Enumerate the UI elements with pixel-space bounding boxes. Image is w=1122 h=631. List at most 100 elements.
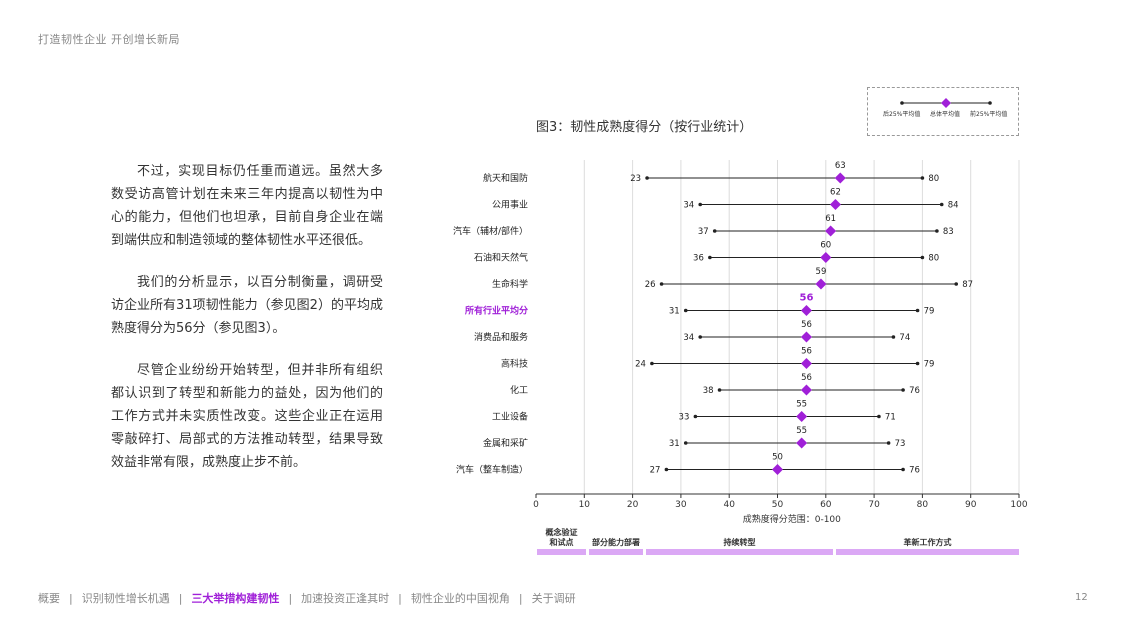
low-value-label-2: 37 bbox=[698, 227, 709, 237]
x-tick-label-9: 90 bbox=[965, 500, 977, 510]
avg-marker-8 bbox=[800, 384, 812, 396]
avg-marker-2 bbox=[825, 225, 837, 237]
high-value-label-2: 83 bbox=[943, 227, 954, 237]
footer-nav-item-1[interactable]: 识别韧性增长机遇 bbox=[81, 592, 170, 605]
low-point-11 bbox=[664, 467, 669, 472]
x-tick-label-7: 70 bbox=[868, 500, 880, 510]
footer-nav-item-3[interactable]: 加速投资正逢其时 bbox=[301, 592, 390, 605]
chart-legend: 后25%平均值 总体平均值 前25%平均值 bbox=[867, 87, 1019, 136]
high-value-label-8: 76 bbox=[909, 386, 920, 396]
category-label-1: 公用事业 bbox=[492, 199, 528, 211]
avg-value-label-8: 56 bbox=[801, 373, 812, 383]
low-value-label-0: 23 bbox=[630, 174, 641, 184]
avg-value-label-11: 50 bbox=[772, 453, 783, 463]
avg-value-label-5: 56 bbox=[800, 293, 814, 304]
high-point-11 bbox=[901, 467, 905, 472]
x-tick-label-6: 60 bbox=[820, 500, 832, 510]
maturity-dot-range-chart: 0 10 20 30 40 50 60 70 80 90 100 成熟度得分范围：0-100 航天和国防… bbox=[453, 160, 1028, 525]
avg-value-label-7: 56 bbox=[801, 347, 812, 357]
low-point-8 bbox=[717, 388, 722, 392]
avg-marker-0 bbox=[834, 172, 846, 184]
low-point-3 bbox=[708, 255, 712, 260]
low-point-10 bbox=[683, 441, 688, 445]
high-value-label-5: 79 bbox=[924, 307, 935, 317]
high-point-10 bbox=[886, 441, 891, 445]
category-label-2: 汽车（辅材/部件） bbox=[453, 225, 528, 237]
category-label-3: 石油和天然气 bbox=[474, 252, 528, 264]
stage-label-0: 概念验证 和试点 bbox=[545, 528, 578, 547]
header-title: 打造韧性企业 开创增长新局 bbox=[38, 33, 180, 46]
x-axis-label: 成熟度得分范围：0-100 bbox=[743, 513, 841, 525]
x-tick-label-10: 100 bbox=[1010, 500, 1027, 510]
avg-value-label-6: 56 bbox=[801, 320, 812, 330]
low-value-label-3: 36 bbox=[693, 254, 704, 264]
high-value-label-10: 73 bbox=[895, 439, 906, 449]
x-tick-label-3: 30 bbox=[675, 500, 687, 510]
footer-nav-separator: | bbox=[288, 592, 293, 605]
category-label-9: 工业设备 bbox=[492, 411, 528, 423]
low-value-label-7: 24 bbox=[635, 360, 646, 370]
high-value-label-3: 80 bbox=[928, 254, 939, 264]
avg-marker-3 bbox=[820, 252, 832, 263]
low-value-label-1: 34 bbox=[683, 201, 694, 211]
avg-marker-1 bbox=[829, 199, 841, 210]
stage-bar-1 bbox=[589, 549, 643, 555]
avg-value-label-0: 63 bbox=[835, 161, 846, 171]
body-paragraph-3: 尽管企业纷纷开始转型，但并非所有组织都认识到了转型和新能力的益处，因为他们的工作… bbox=[111, 363, 383, 470]
footer-nav-separator: | bbox=[398, 592, 402, 605]
low-point-4 bbox=[659, 282, 664, 286]
high-value-label-4: 87 bbox=[962, 280, 973, 290]
footer-nav: 概要 | 识别韧性增长机遇 | 三大举措构建韧性 | 加速投资正逢其时 | 韧性企业的中国视角 |… bbox=[38, 590, 576, 606]
high-point-8 bbox=[901, 388, 905, 392]
footer-nav-separator: | bbox=[518, 592, 523, 605]
body-text: 不过，实现目标仍任重而道远。虽然大多数受访高管计划在未来三年内提高以韧性为中心的… bbox=[111, 160, 383, 493]
footer-nav-item-4[interactable]: 韧性企业的中国视角 bbox=[410, 592, 510, 605]
high-value-label-11: 76 bbox=[909, 466, 920, 476]
high-point-3 bbox=[920, 255, 925, 260]
low-value-label-10: 31 bbox=[669, 439, 680, 449]
body-paragraph-2: 我们的分析显示，以百分制衡量，调研受访企业所有31项韧性能力（参见图2）的平均成… bbox=[111, 275, 383, 336]
high-value-label-1: 84 bbox=[948, 201, 959, 211]
x-tick-label-5: 50 bbox=[772, 500, 784, 510]
category-label-10: 金属和采矿 bbox=[483, 437, 528, 449]
low-point-2 bbox=[712, 229, 717, 233]
low-point-1 bbox=[698, 202, 703, 207]
high-point-1 bbox=[939, 202, 944, 207]
page-number: 12 bbox=[1075, 592, 1088, 603]
low-value-label-8: 38 bbox=[703, 386, 714, 396]
stage-label-2: 持续转型 bbox=[723, 538, 756, 547]
high-point-7 bbox=[915, 361, 920, 366]
avg-marker-6 bbox=[800, 331, 812, 343]
category-label-5: 所有行业平均分 bbox=[465, 305, 528, 317]
footer-nav-separator: | bbox=[178, 592, 183, 605]
body-paragraph-1: 不过，实现目标仍任重而道远。虽然大多数受访高管计划在未来三年内提高以韧性为中心的… bbox=[111, 164, 383, 248]
stage-bar-0 bbox=[537, 549, 586, 555]
x-tick-label-0: 0 bbox=[533, 500, 539, 510]
avg-value-label-2: 61 bbox=[825, 214, 836, 224]
footer-nav-item-2[interactable]: 三大举措构建韧性 bbox=[191, 592, 280, 605]
footer-nav-item-5[interactable]: 关于调研 bbox=[531, 592, 576, 605]
avg-value-label-1: 62 bbox=[830, 188, 841, 198]
high-value-label-7: 79 bbox=[924, 360, 935, 370]
high-value-label-0: 80 bbox=[928, 174, 939, 184]
stage-label-1: 部分能力部署 bbox=[592, 538, 640, 547]
category-label-7: 高科技 bbox=[501, 358, 528, 370]
avg-marker-11 bbox=[772, 464, 783, 475]
footer-nav-item-0[interactable]: 概要 bbox=[38, 592, 60, 605]
legend-marker-graphic bbox=[900, 98, 992, 108]
category-label-6: 消费品和服务 bbox=[474, 331, 528, 343]
high-point-4 bbox=[954, 282, 959, 286]
low-value-label-9: 33 bbox=[679, 413, 690, 423]
high-value-label-9: 71 bbox=[885, 413, 896, 423]
category-label-4: 生命科学 bbox=[492, 278, 528, 290]
high-point-2 bbox=[935, 229, 939, 233]
legend-label-overall: 总体平均值 bbox=[930, 111, 961, 118]
x-tick-label-4: 40 bbox=[723, 500, 735, 510]
x-tick-label-2: 20 bbox=[627, 500, 639, 510]
stage-bar-3 bbox=[836, 549, 1019, 555]
x-tick-label-1: 10 bbox=[579, 500, 591, 510]
avg-marker-10 bbox=[796, 437, 808, 449]
high-point-0 bbox=[920, 176, 925, 180]
avg-marker-7 bbox=[800, 358, 812, 369]
x-tick-label-8: 80 bbox=[917, 500, 929, 510]
